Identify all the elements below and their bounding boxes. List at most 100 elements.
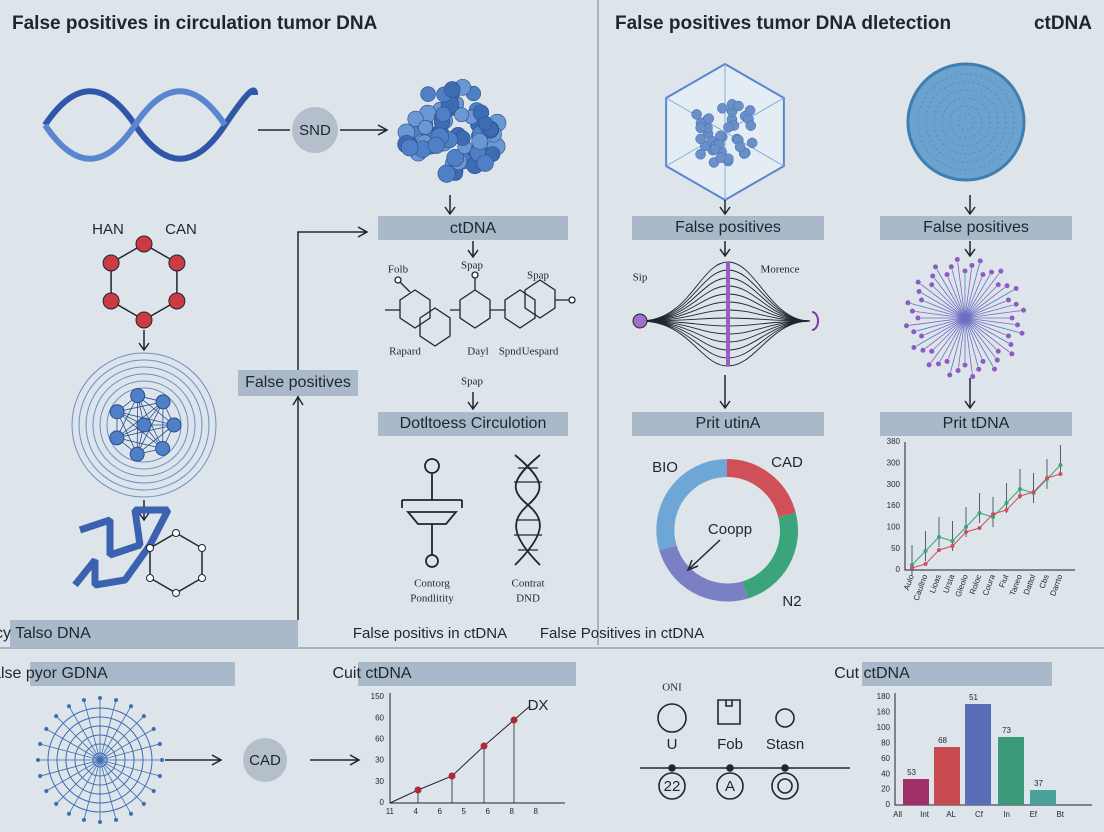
atom	[197, 544, 206, 552]
point	[910, 566, 914, 570]
tip	[919, 297, 925, 303]
node	[243, 738, 287, 782]
ray	[99, 743, 160, 761]
ray	[99, 759, 160, 777]
ray	[951, 269, 966, 319]
bar	[934, 747, 960, 805]
tip	[929, 348, 935, 354]
label-box	[358, 662, 576, 686]
tip	[67, 811, 72, 816]
ray	[55, 759, 101, 805]
box-label: False positives	[675, 219, 781, 236]
label-box	[880, 412, 1072, 436]
icon-label: U	[667, 736, 678, 753]
node	[109, 404, 125, 420]
x-tick-label: 8	[534, 807, 539, 816]
box-label: Cut ctDNA	[834, 665, 910, 682]
tip	[1013, 301, 1019, 307]
ray	[964, 289, 1014, 319]
ray	[40, 759, 101, 777]
sphere	[400, 138, 419, 157]
sphere	[734, 141, 746, 153]
sphere	[443, 81, 461, 98]
ray	[964, 317, 997, 350]
y-tick-label: 60	[881, 754, 890, 763]
tip	[114, 698, 119, 703]
node	[109, 430, 125, 446]
tip	[1015, 322, 1021, 328]
ray	[964, 273, 1000, 319]
sphere	[477, 115, 493, 131]
tip	[980, 358, 986, 364]
crystal-cell	[665, 62, 785, 202]
ray	[925, 317, 966, 349]
y-tick-label: 380	[887, 437, 901, 446]
sphere	[691, 109, 702, 120]
ray	[957, 262, 966, 319]
tip	[36, 758, 40, 763]
ray	[99, 759, 145, 805]
tip	[1013, 285, 1019, 291]
sphere	[723, 122, 734, 133]
arrow	[719, 375, 731, 410]
tip	[988, 269, 994, 275]
ring	[99, 380, 189, 470]
sphere	[715, 152, 726, 163]
ray	[964, 268, 972, 319]
ray	[964, 317, 1015, 325]
end	[811, 311, 819, 331]
sphere	[733, 100, 744, 112]
texture	[925, 81, 1007, 163]
point	[991, 515, 995, 519]
point	[1018, 487, 1022, 491]
tip	[128, 704, 133, 709]
y-tick-label: 40	[881, 769, 890, 778]
tip	[916, 289, 922, 295]
ray	[924, 300, 966, 319]
tip	[932, 264, 938, 270]
tip	[994, 357, 1000, 363]
tip	[38, 741, 43, 746]
ray	[83, 759, 101, 820]
tip	[926, 362, 932, 368]
y-tick-label: 0	[886, 800, 891, 809]
tip	[141, 714, 146, 719]
sphere	[709, 143, 721, 155]
ray	[99, 759, 132, 814]
ray	[964, 277, 983, 319]
icon-label: 22	[664, 778, 681, 795]
network-rings	[71, 352, 217, 498]
y-tick-label: 50	[891, 544, 900, 553]
structure-label: Spap	[461, 376, 484, 388]
point	[1045, 476, 1049, 480]
arrow	[310, 754, 361, 766]
sphere	[695, 133, 706, 145]
tip	[948, 264, 954, 270]
tip	[995, 348, 1001, 354]
ray	[99, 706, 132, 761]
sphere	[703, 113, 715, 124]
ray	[934, 278, 966, 319]
donut-label: BIO	[652, 459, 678, 476]
caption: Contrat	[512, 578, 545, 590]
tip	[904, 323, 910, 329]
ray	[958, 317, 966, 368]
tip	[947, 372, 953, 378]
ray	[964, 274, 991, 319]
ray	[916, 317, 966, 332]
molecule-cluster	[397, 78, 507, 183]
ray	[55, 715, 101, 761]
ray	[964, 317, 1009, 344]
label-box	[30, 662, 235, 686]
point	[964, 525, 968, 529]
sphere	[420, 86, 436, 102]
tip	[1009, 315, 1015, 321]
point	[923, 562, 928, 566]
node	[130, 388, 146, 404]
ray	[936, 269, 966, 319]
bar-label: 37	[1034, 779, 1043, 788]
box-label: Prit utinA	[696, 415, 761, 432]
point	[448, 772, 456, 780]
point	[480, 742, 488, 750]
x-tick-label: AL	[946, 810, 956, 819]
